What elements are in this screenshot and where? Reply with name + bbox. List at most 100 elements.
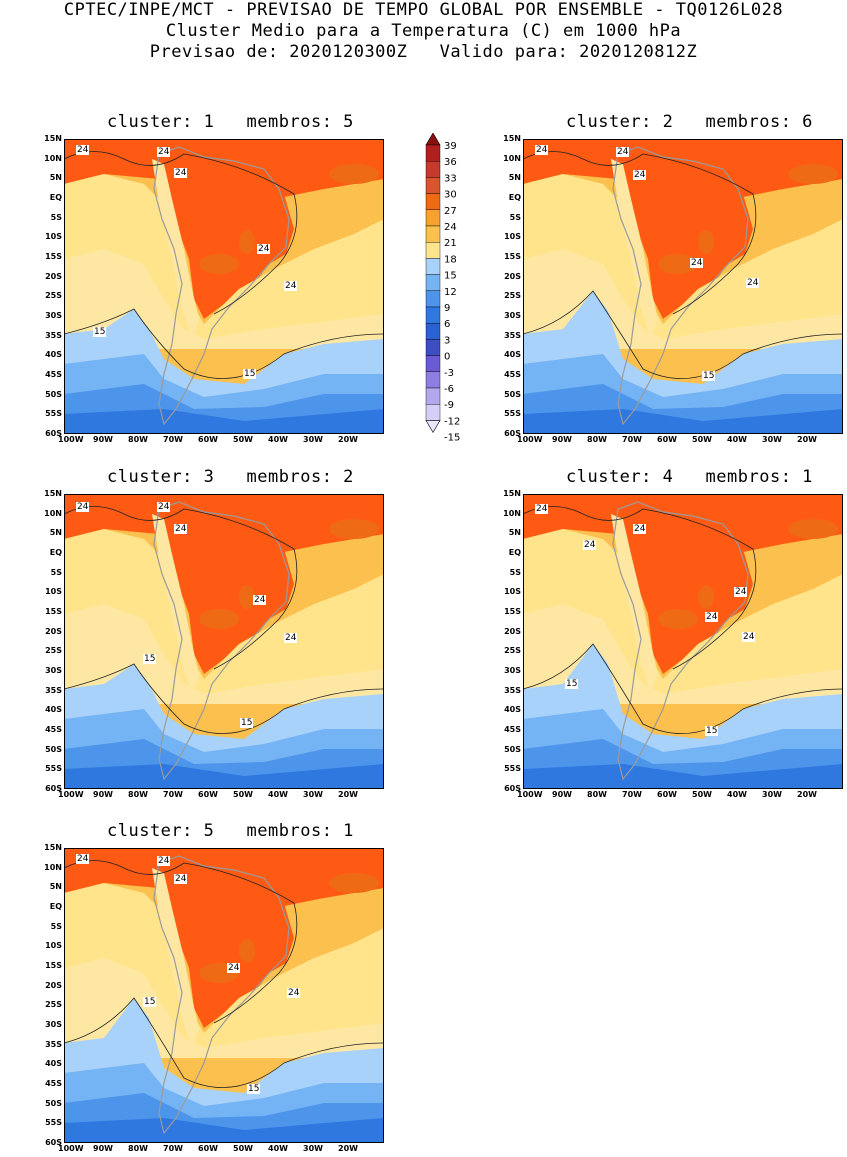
- colorbar-label: 12: [444, 287, 457, 298]
- longitude-tick-label: 20W: [797, 435, 817, 444]
- latitude-tick-label: 40S: [45, 1059, 62, 1069]
- contour-label: 24: [690, 258, 704, 268]
- longitude-tick-label: 20W: [338, 790, 358, 799]
- contour-label: 15: [243, 369, 257, 379]
- header-dates: Previsao de: 2020120300Z Valido para: 20…: [149, 42, 698, 62]
- latitude-tick-label: 20S: [45, 271, 62, 281]
- panel-title: cluster: 1 membros: 5: [107, 112, 354, 132]
- colorbar-segment: [425, 193, 441, 210]
- longitude-tick-label: 60W: [198, 435, 218, 444]
- colorbar-label: -3: [444, 368, 454, 379]
- temperature-map: [523, 139, 843, 434]
- longitude-tick-label: 100W: [517, 790, 543, 799]
- latitude-tick-label: EQ: [49, 902, 62, 911]
- longitude-tick-label: 70W: [163, 790, 183, 799]
- contour-label: 15: [240, 718, 254, 728]
- latitude-tick-label: 35S: [45, 685, 62, 695]
- latitude-tick-label: EQ: [49, 193, 62, 202]
- colorbar-segment: [425, 225, 441, 243]
- colorbar-label: 33: [444, 173, 457, 184]
- longitude-tick-label: 40W: [268, 790, 288, 799]
- contour-label: 15: [247, 1084, 261, 1094]
- colorbar-label: 18: [444, 254, 457, 265]
- contour-label: 24: [174, 168, 188, 178]
- colorbar-segment: [425, 322, 441, 340]
- latitude-tick-label: 5S: [50, 921, 62, 931]
- latitude-tick-label: 35S: [45, 330, 62, 340]
- latitude-tick-label: 15N: [503, 134, 521, 143]
- contour-label: 24: [174, 524, 188, 534]
- latitude-tick-label: 45S: [45, 370, 62, 379]
- panel-title: cluster: 3 membros: 2: [107, 467, 354, 487]
- colorbar-segment: [425, 306, 441, 324]
- colorbar-segment: [425, 404, 441, 421]
- contour-label: 24: [705, 612, 719, 622]
- colorbar-segment: [425, 161, 441, 178]
- contour-label: 24: [535, 504, 549, 514]
- latitude-tick-label: 50S: [45, 744, 62, 754]
- colorbar-label: 36: [444, 157, 457, 168]
- longitude-tick-label: 60W: [198, 790, 218, 799]
- longitude-tick-label: 50W: [233, 1144, 253, 1153]
- latitude-tick-label: 25S: [45, 1000, 62, 1010]
- temperature-map: [64, 494, 384, 789]
- longitude-tick-label: 70W: [622, 790, 642, 799]
- longitude-tick-label: 50W: [233, 790, 253, 799]
- latitude-tick-label: 55S: [504, 409, 521, 419]
- latitude-tick-label: 5S: [50, 212, 62, 222]
- latitude-tick-label: 20S: [504, 271, 521, 281]
- latitude-tick-label: 60S: [45, 1138, 62, 1147]
- longitude-tick-label: 50W: [692, 790, 712, 799]
- latitude-tick-label: 5N: [49, 173, 62, 183]
- colorbar-label: -6: [444, 384, 454, 395]
- colorbar-label: 3: [444, 335, 450, 346]
- latitude-tick-label: 15S: [504, 607, 521, 616]
- colorbar-segment: [425, 241, 441, 259]
- latitude-tick-label: 20S: [45, 980, 62, 990]
- latitude-tick-label: EQ: [508, 193, 521, 202]
- longitude-tick-label: 20W: [797, 790, 817, 799]
- latitude-tick-label: 45S: [504, 370, 521, 379]
- latitude-tick-label: EQ: [49, 548, 62, 557]
- latitude-tick-label: 15S: [45, 961, 62, 970]
- contour-label: 15: [702, 371, 716, 381]
- contour-label: 24: [633, 524, 647, 534]
- latitude-tick-label: 55S: [45, 764, 62, 774]
- colorbar-bottom-arrow: [425, 420, 441, 433]
- latitude-tick-label: 35S: [45, 1039, 62, 1049]
- latitude-tick-label: EQ: [508, 548, 521, 557]
- colorbar-segment: [425, 177, 441, 194]
- longitude-tick-label: 80W: [128, 435, 148, 444]
- latitude-tick-label: 35S: [504, 685, 521, 695]
- latitude-tick-label: 5S: [509, 567, 521, 577]
- latitude-tick-label: 10N: [44, 862, 62, 872]
- longitude-tick-label: 60W: [198, 1144, 218, 1153]
- latitude-tick-label: 55S: [504, 764, 521, 774]
- latitude-tick-label: 60S: [504, 429, 521, 438]
- contour-label: 24: [76, 854, 90, 864]
- latitude-tick-label: 10S: [504, 232, 521, 242]
- longitude-tick-label: 70W: [622, 435, 642, 444]
- latitude-tick-label: 5S: [50, 567, 62, 577]
- contour-label: 15: [93, 327, 107, 337]
- colorbar-label: 0: [444, 352, 450, 363]
- latitude-tick-label: 10N: [44, 153, 62, 163]
- contour-label: 24: [76, 502, 90, 512]
- latitude-tick-label: 50S: [45, 389, 62, 399]
- contour-label: 24: [157, 502, 171, 512]
- longitude-tick-label: 70W: [163, 435, 183, 444]
- longitude-tick-label: 90W: [552, 435, 572, 444]
- latitude-tick-label: 25S: [504, 291, 521, 301]
- longitude-tick-label: 80W: [128, 1144, 148, 1153]
- colorbar-label: 9: [444, 303, 450, 314]
- longitude-tick-label: 50W: [233, 435, 253, 444]
- longitude-tick-label: 70W: [163, 1144, 183, 1153]
- colorbar-segment: [425, 387, 441, 405]
- colorbar-label: 24: [444, 222, 457, 233]
- longitude-tick-label: 60W: [657, 435, 677, 444]
- colorbar-label: -9: [444, 400, 454, 411]
- colorbar-top-arrow: [425, 133, 441, 146]
- latitude-tick-label: 10N: [44, 508, 62, 518]
- longitude-tick-label: 80W: [128, 790, 148, 799]
